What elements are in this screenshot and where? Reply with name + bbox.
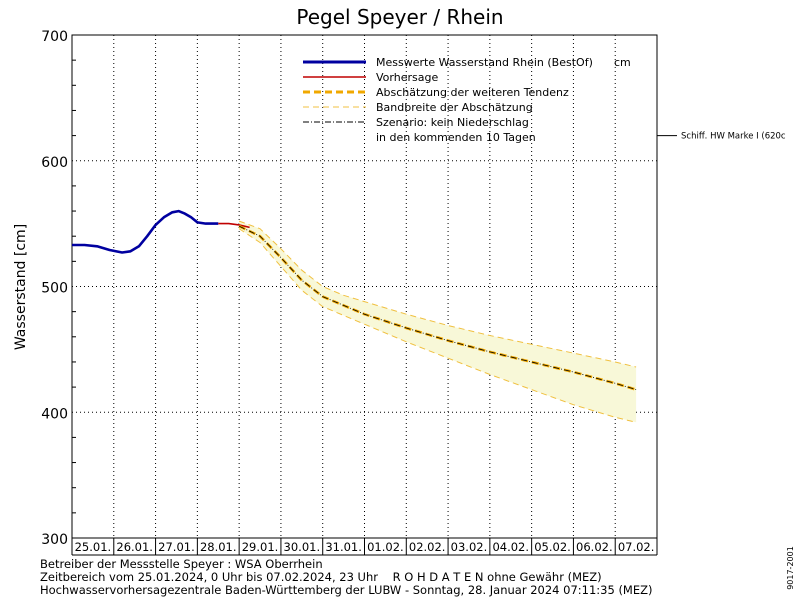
y-tick-label: 500 <box>41 281 68 297</box>
legend: Messwerte Wasserstand Rhein (BestOf) cm … <box>303 56 631 144</box>
reference-line-label: Schiff. HW Marke I (620c <box>681 132 786 142</box>
series-line-scenario <box>238 225 637 390</box>
legend-label-forecast: Vorhersage <box>376 71 438 84</box>
legend-label-unit: cm <box>614 56 631 69</box>
x-tick-label: 06.02. <box>576 540 613 554</box>
y-tick-label: 600 <box>41 155 68 171</box>
x-tick-label: 27.01. <box>158 540 195 554</box>
footer-operator: Betreiber der Messstelle Speyer : WSA Ob… <box>40 557 323 571</box>
series-line-forecast <box>218 222 250 229</box>
x-tick-label: 05.02. <box>534 540 571 554</box>
legend-label-scenario-line1: Szenario: kein Niederschlag <box>376 116 529 129</box>
y-tick-label: 300 <box>41 532 68 548</box>
x-tick-label: 04.02. <box>492 540 529 554</box>
y-tick-label: 700 <box>41 29 68 45</box>
legend-label-scenario-line2: in den kommenden 10 Tagen <box>376 131 536 144</box>
y-axis-label: Wasserstand [cm] <box>13 224 29 350</box>
side-code: 9017-2001 <box>786 546 795 590</box>
series-line-band-lower <box>238 228 637 423</box>
grid-lines <box>72 35 657 538</box>
estimate-band <box>239 221 637 423</box>
x-tick-label: 26.01. <box>116 540 153 554</box>
x-tick-label: 03.02. <box>451 540 488 554</box>
legend-label-band: Bandbreite der Abschätzung <box>376 101 533 114</box>
x-tick-label: 30.01. <box>284 540 321 554</box>
y-tick-label: 400 <box>41 406 68 422</box>
x-tick-label: 25.01. <box>75 540 112 554</box>
footer-time-range: Zeitbereich vom 25.01.2024, 0 Uhr bis 07… <box>40 570 602 584</box>
x-tick-label: 07.02. <box>618 540 655 554</box>
series-line-band-upper <box>238 220 637 368</box>
x-tick-label: 29.01. <box>242 540 279 554</box>
legend-label-estimate: Abschätzung der weiteren Tendenz <box>376 86 569 99</box>
series-line-measured <box>72 209 219 254</box>
legend-label-measured: Messwerte Wasserstand Rhein (BestOf) <box>376 56 593 69</box>
x-tick-label: 31.01. <box>325 540 362 554</box>
x-tick-label: 01.02. <box>367 540 404 554</box>
series-lines <box>72 209 637 423</box>
x-tick-labels: 25.01. 26.01. 27.01. 28.01. 29.01. 30.01. 31.0… <box>71 538 658 556</box>
footer-issuer: Hochwasservorhersagezentrale Baden-Württ… <box>40 583 653 597</box>
x-tick-label: 02.02. <box>409 540 446 554</box>
band-area <box>239 221 637 423</box>
x-tick-label: 28.01. <box>200 540 237 554</box>
y-tick-labels: 300 400 500 600 700 <box>41 29 68 548</box>
chart-title: Pegel Speyer / Rhein <box>296 5 503 29</box>
